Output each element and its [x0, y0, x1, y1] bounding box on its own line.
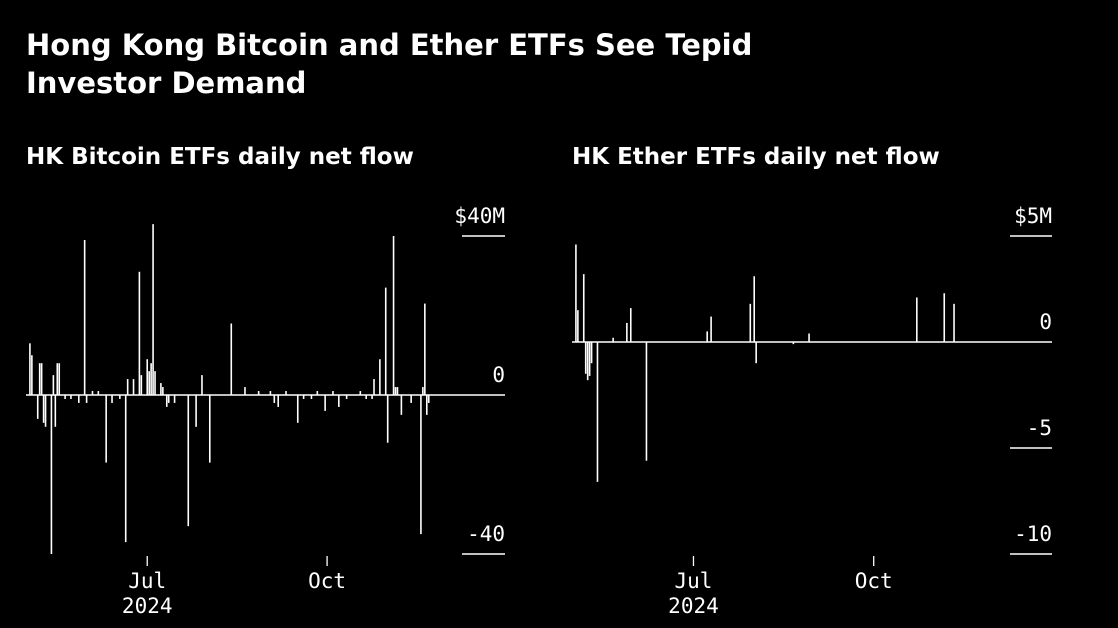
y-tick-label: -5: [1027, 416, 1052, 440]
y-tick-label: -40: [467, 522, 505, 546]
y-tick-label: -10: [1014, 522, 1052, 546]
y-tick-label: 0: [1039, 310, 1052, 334]
ether-chart-title: HK Ether ETFs daily net flow: [572, 144, 940, 170]
x-tick-year-label: 2024: [122, 594, 173, 618]
x-tick-label: Oct: [855, 569, 893, 593]
x-tick-label: Jul: [128, 569, 166, 593]
bitcoin-chart-title: HK Bitcoin ETFs daily net flow: [26, 144, 414, 170]
x-tick-label: Jul: [675, 569, 713, 593]
x-tick-year-label: 2024: [668, 594, 719, 618]
chart-title: Hong Kong Bitcoin and Ether ETFs See Tep…: [26, 28, 753, 100]
y-tick-label: $5M: [1014, 204, 1052, 228]
y-tick-label: 0: [492, 363, 505, 387]
y-tick-label: $40M: [454, 204, 505, 228]
x-tick-label: Oct: [308, 569, 346, 593]
